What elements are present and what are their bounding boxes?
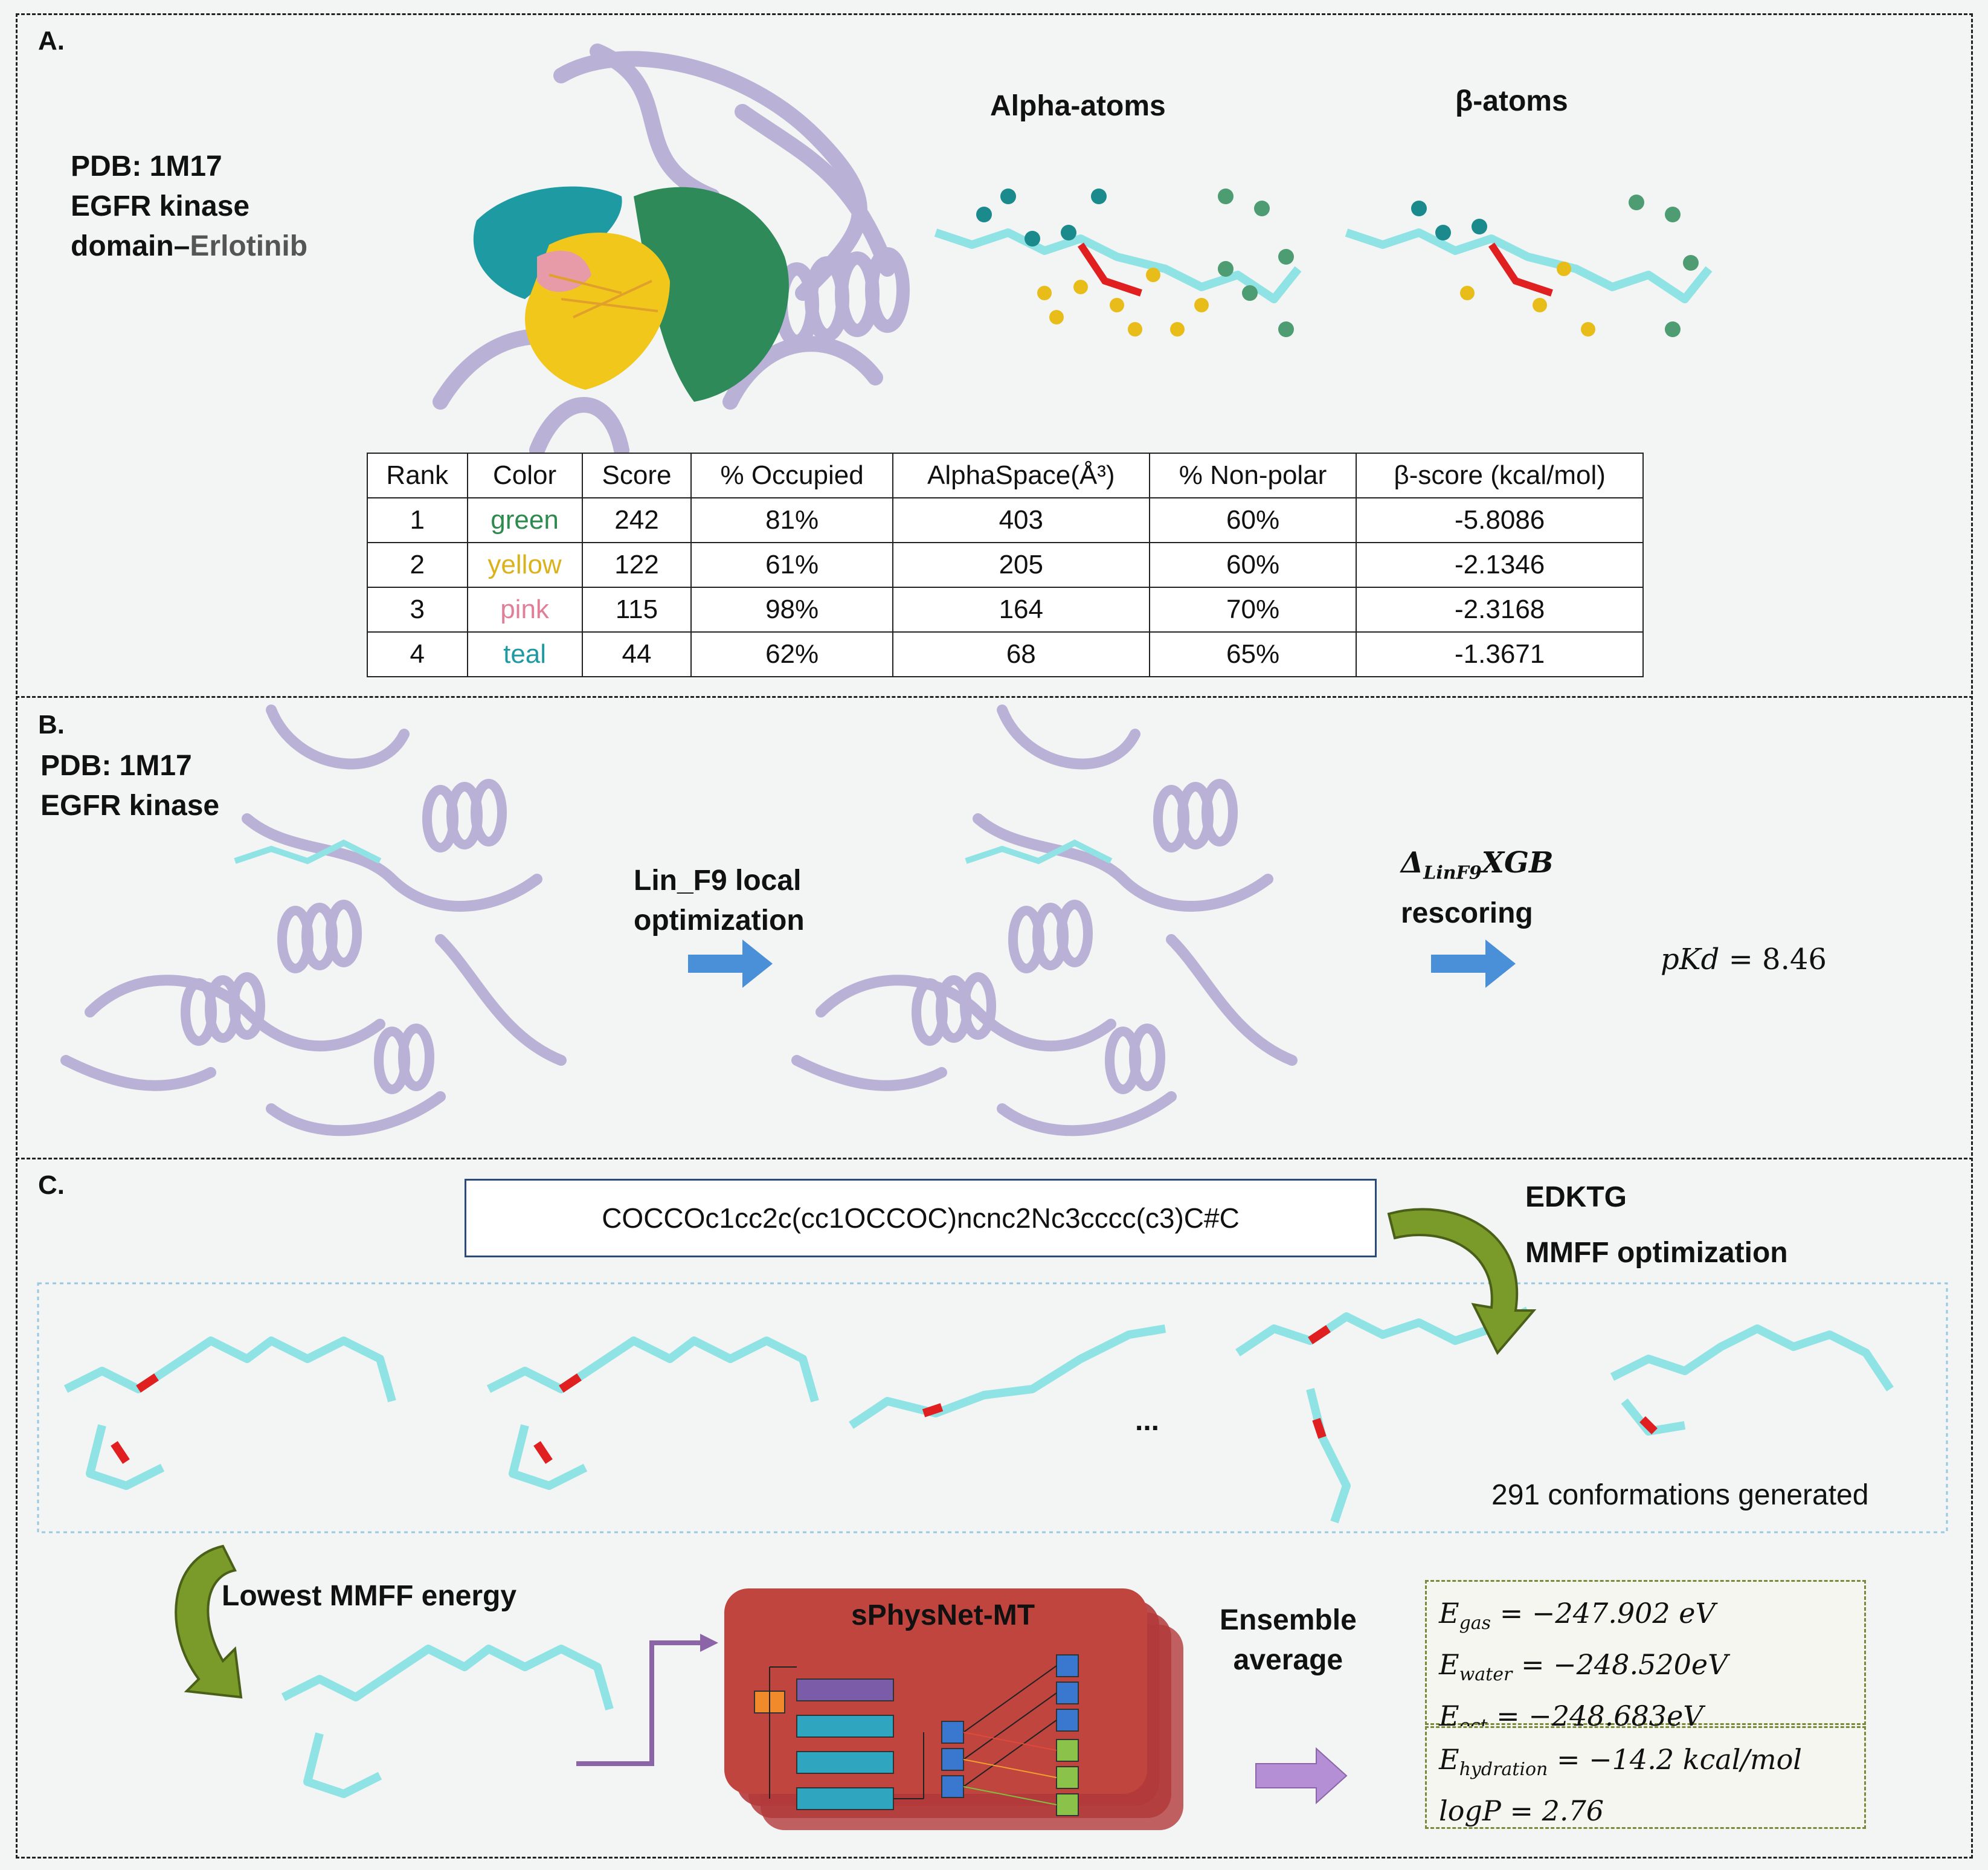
panel-c-label: C. (38, 1170, 65, 1200)
color-cell: green (466, 497, 583, 543)
table-cell: 60% (1148, 542, 1357, 588)
arrow-icon (1255, 1747, 1348, 1805)
table-cell: 3 (367, 587, 468, 633)
network-title: sPhysNet-MT (851, 1599, 1035, 1631)
table-cell: 2 (367, 542, 468, 588)
table-cell: 242 (581, 497, 692, 543)
panel-b-label: B. (38, 710, 65, 740)
pdb-line-1: PDB: 1M17 (71, 150, 222, 182)
panel-b-pdb-text: PDB: 1M17 EGFR kinase (40, 746, 219, 826)
alpha-atoms-title: Alpha-atoms (990, 90, 1166, 122)
logp-value: logP = 2.76 (1439, 1794, 1604, 1828)
ligand-after (965, 839, 1113, 865)
table-cell: -2.1346 (1356, 542, 1644, 588)
protein-structure-after (791, 704, 1298, 1137)
ellipsis: ... (1135, 1405, 1160, 1437)
table-header-row: Rank Color Score % Occupied AlphaSpace(Å… (367, 453, 1644, 498)
table-cell: 122 (581, 542, 692, 588)
pocket-ranking-table: Rank Color Score % Occupied AlphaSpace(Å… (367, 453, 1644, 677)
panel-a-pdb-text: PDB: 1M17 EGFR kinase domain–Erlotinib (71, 147, 307, 266)
mmff-optimization-label: MMFF optimization (1525, 1237, 1788, 1269)
table-header: % Non-polar (1148, 453, 1357, 498)
edktg-label: EDKTG (1525, 1181, 1627, 1213)
table-cell: -1.3671 (1356, 631, 1644, 677)
table-header: Score (581, 453, 692, 498)
table-header: Color (466, 453, 583, 498)
pdb-line-3: domain–Erlotinib (71, 230, 308, 262)
network-diagram (724, 1588, 1183, 1830)
table-row: 3 pink 115 98% 164 70% -2.3168 (367, 587, 1644, 633)
protein-structure-before (60, 704, 567, 1137)
table-cell: 62% (690, 631, 893, 677)
ligand-before (234, 839, 382, 865)
connector-arrow (576, 1640, 706, 1766)
panel-a-label: A. (38, 26, 65, 56)
pdb-line-2: EGFR kinase (71, 190, 250, 222)
panel-c: C. COCCOc1cc2c(cc1OCCOC)ncnc2Nc3cccc(c3)… (16, 1158, 1973, 1859)
alpha-atoms-sketch (934, 189, 1302, 337)
table-cell: 81% (690, 497, 893, 543)
table-cell: -2.3168 (1356, 587, 1644, 633)
color-cell: pink (466, 587, 583, 633)
table-cell: 60% (1148, 497, 1357, 543)
rescoring-step-label: ΔLinF9XGB rescoring (1401, 846, 1554, 929)
table-row: 4 teal 44 62% 68 65% -1.3671 (367, 631, 1644, 677)
table-cell: 1 (367, 497, 468, 543)
conformations-count: 291 conformations generated (1491, 1479, 1869, 1511)
panel-b: B. PDB: 1M17 EGFR kinase Lin_F9 local op… (16, 696, 1973, 1161)
pdb-line-1: PDB: 1M17 (40, 750, 192, 782)
pdb-line-2: EGFR kinase (40, 790, 220, 822)
conformer-box (37, 1282, 1948, 1533)
table-cell: 44 (581, 631, 692, 677)
table-cell: 403 (892, 497, 1150, 543)
table-cell: 164 (892, 587, 1150, 633)
pocket-surface (473, 186, 789, 402)
smiles-box: COCCOc1cc2c(cc1OCCOC)ncnc2Nc3cccc(c3)C#C (465, 1179, 1377, 1257)
color-cell: yellow (466, 542, 583, 588)
conformer-molecules (63, 1306, 1894, 1524)
property-results-box: Ehydration = −14.2 kcal/mol logP = 2.76 (1425, 1726, 1866, 1829)
helix-b-right (912, 779, 1238, 1094)
table-row: 1 green 242 81% 403 60% -5.8086 (367, 497, 1644, 543)
panel-c-artwork (37, 1208, 1948, 1830)
energy-results-box: Egas = −247.902 eV Ewater = −248.520eV E… (1425, 1580, 1866, 1737)
table-header: % Occupied (690, 453, 893, 498)
panel-a: A. PDB: 1M17 EGFR kinase domain–Erlotini… (16, 13, 1973, 700)
table-cell: -5.8086 (1356, 497, 1644, 543)
linf9-step-label: Lin_F9 local optimization (634, 865, 805, 937)
ligand-name: Erlotinib (190, 230, 308, 262)
table-row: 2 yellow 122 61% 205 60% -2.1346 (367, 542, 1644, 588)
ensemble-average-label: Ensemble average (1220, 1604, 1357, 1676)
color-cell: teal (466, 631, 583, 677)
beta-atoms-title: β-atoms (1455, 85, 1568, 117)
panel-a-artwork (433, 44, 1713, 458)
table-cell: 4 (367, 631, 468, 677)
table-cell: 70% (1148, 587, 1357, 633)
beta-atoms-sketch (1345, 195, 1713, 337)
table-cell: 98% (690, 587, 893, 633)
table-header: AlphaSpace(Å³) (892, 453, 1150, 498)
table-cell: 115 (581, 587, 692, 633)
table-header: β-score (kcal/mol) (1356, 453, 1644, 498)
helix-b-left (181, 779, 507, 1094)
arrow-icon (688, 940, 1516, 988)
pkd-result: pKd = 8.46 (1661, 943, 1827, 976)
table-cell: 205 (892, 542, 1150, 588)
table-cell: 65% (1148, 631, 1357, 677)
energy-water: Ewater = −248.520eV (1439, 1648, 1728, 1686)
table-header: Rank (367, 453, 468, 498)
curved-arrow-icon (175, 1208, 1537, 1699)
hydration-energy: Ehydration = −14.2 kcal/mol (1439, 1743, 1803, 1781)
energy-gas: Egas = −247.902 eV (1439, 1597, 1716, 1634)
oxygen-atoms (111, 1325, 1658, 1464)
table-cell: 61% (690, 542, 893, 588)
lowest-energy-molecule (281, 1645, 614, 1798)
lowest-energy-label: Lowest MMFF energy (222, 1580, 517, 1612)
table-cell: 68 (892, 631, 1150, 677)
panel-b-artwork (60, 704, 1516, 1137)
